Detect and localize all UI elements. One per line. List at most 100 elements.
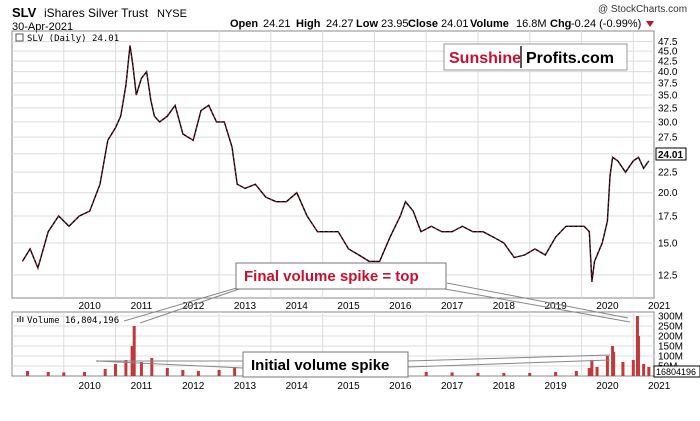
- ticker-symbol: SLV: [12, 5, 37, 20]
- low-value: 23.95: [381, 18, 409, 30]
- volume-y-tick-label: 200M: [658, 332, 683, 343]
- volume-value: 16.8M: [516, 18, 547, 30]
- price-y-tick-label: 47.5: [658, 37, 678, 48]
- final-spike-callout-lines: [123, 282, 631, 324]
- volume-x-axis: 2010 2011 2012 2013 2014 2015 2016 2017 2018 2019…: [79, 381, 671, 392]
- price-x-tick-label: 2012: [182, 301, 205, 312]
- volume-label: Volume: [470, 18, 509, 30]
- volume-legend: Volume 16,804,196: [27, 316, 119, 326]
- volume-y-tick-label: 250M: [658, 322, 683, 333]
- volume-last-value: 16804196: [656, 367, 696, 377]
- volume-bar: [124, 360, 128, 376]
- high-value: 24.27: [326, 18, 354, 30]
- open-label: Open: [230, 18, 258, 30]
- price-y-tick-label: 17.5: [658, 212, 678, 223]
- price-series-down-overlay: [22, 45, 650, 282]
- price-last-value: 24.01: [658, 150, 683, 161]
- chart-date: 30-Apr-2021: [12, 21, 73, 33]
- price-x-tick-label: 2010: [79, 301, 102, 312]
- volume-bar: [424, 372, 428, 376]
- initial-spike-annotation-box: [242, 351, 409, 378]
- volume-bar: [181, 370, 185, 376]
- price-x-tick-label: 2011: [131, 301, 153, 312]
- volume-x-tick-label: 2017: [441, 381, 464, 392]
- volume-bar: [612, 352, 616, 376]
- volume-bar: [621, 362, 625, 376]
- volume-bar: [233, 367, 237, 376]
- price-legend: SLV (Daily) 24.01: [27, 34, 119, 44]
- price-last-value-tag: [655, 147, 687, 161]
- final-spike-annotation-box: [235, 262, 447, 290]
- initial-spike-annotation: Initial volume spike: [251, 357, 389, 374]
- volume-x-tick-label: 2013: [234, 381, 257, 392]
- volume-x-tick-label: 2016: [389, 381, 412, 392]
- price-y-tick-label: 22.5: [658, 168, 678, 179]
- volume-x-tick-label: 2020: [596, 381, 619, 392]
- volume-bar: [595, 367, 599, 376]
- price-y-tick-label: 37.5: [658, 78, 678, 89]
- close-value: 24.01: [441, 18, 469, 30]
- volume-bar: [103, 369, 107, 376]
- price-x-tick-label: 2014: [286, 301, 309, 312]
- volume-y-tick-label: 100M: [658, 352, 683, 363]
- price-y-tick-label: 42.5: [658, 57, 678, 68]
- volume-x-tick-label: 2015: [337, 381, 360, 392]
- volume-x-tick-label: 2014: [286, 381, 309, 392]
- volume-bar: [636, 336, 640, 376]
- volume-bar: [642, 364, 646, 376]
- volume-bar: [46, 372, 50, 376]
- price-legend-icon: [15, 33, 24, 42]
- down-arrow-icon: [646, 21, 654, 27]
- price-panel-frame: [11, 30, 655, 299]
- final-spike-annotation: Final volume spike = top: [244, 268, 419, 285]
- volume-bar: [165, 368, 169, 376]
- price-x-tick-label: 2021: [648, 301, 671, 312]
- volume-x-tick-label: 2021: [648, 381, 671, 392]
- volume-bar: [217, 370, 221, 376]
- volume-bar: [196, 371, 200, 376]
- volume-x-tick-label: 2011: [131, 381, 153, 392]
- price-y-tick-label: 35.0: [658, 90, 678, 101]
- volume-x-tick-label: 2012: [182, 381, 205, 392]
- volume-y-tick-label: 300M: [658, 312, 683, 323]
- volume-x-tick-label: 2019: [545, 381, 568, 392]
- volume-bar: [114, 364, 118, 376]
- price-x-tick-label: 2017: [441, 301, 464, 312]
- volume-bar: [587, 368, 591, 376]
- logo-divider: [520, 46, 522, 68]
- volume-bar: [605, 356, 609, 376]
- close-label: Close: [408, 18, 438, 30]
- volume-bar: [554, 372, 558, 376]
- price-y-tick-label: 15.0: [658, 238, 678, 249]
- high-label: High: [296, 18, 321, 30]
- change-label: Chg: [550, 18, 571, 30]
- price-y-axis: 12.515.017.520.022.525.027.530.032.535.0…: [658, 37, 678, 281]
- price-y-tick-label: 45.0: [658, 47, 678, 58]
- change-value: -0.24 (-0.99%): [571, 18, 641, 30]
- volume-x-tick-label: 2010: [79, 381, 102, 392]
- low-label: Low: [356, 18, 378, 30]
- price-x-tick-label: 2013: [234, 301, 257, 312]
- volume-legend-icon: [17, 316, 24, 322]
- volume-bar: [62, 372, 66, 376]
- copyright-text: @ StockCharts.com: [598, 4, 687, 15]
- price-y-tick-label: 32.5: [658, 103, 678, 114]
- volume-bar: [528, 373, 532, 376]
- volume-bar: [502, 373, 506, 376]
- volume-bar: [450, 372, 454, 376]
- logo-box: [443, 43, 628, 71]
- price-x-tick-label: 2020: [596, 301, 619, 312]
- volume-x-tick-label: 2018: [493, 381, 516, 392]
- volume-bar: [647, 367, 651, 376]
- volume-last-value-tag: [653, 365, 700, 378]
- logo-sunshine: Sunshine: [449, 50, 521, 67]
- volume-bar: [631, 360, 635, 376]
- exchange-label: NYSE: [157, 8, 187, 20]
- price-x-tick-label: 2016: [389, 301, 412, 312]
- volume-bar: [590, 360, 594, 376]
- volume-bar: [150, 358, 154, 376]
- volume-bar: [476, 373, 480, 376]
- price-y-tick-label: 27.5: [658, 133, 678, 144]
- price-grid: [12, 31, 654, 298]
